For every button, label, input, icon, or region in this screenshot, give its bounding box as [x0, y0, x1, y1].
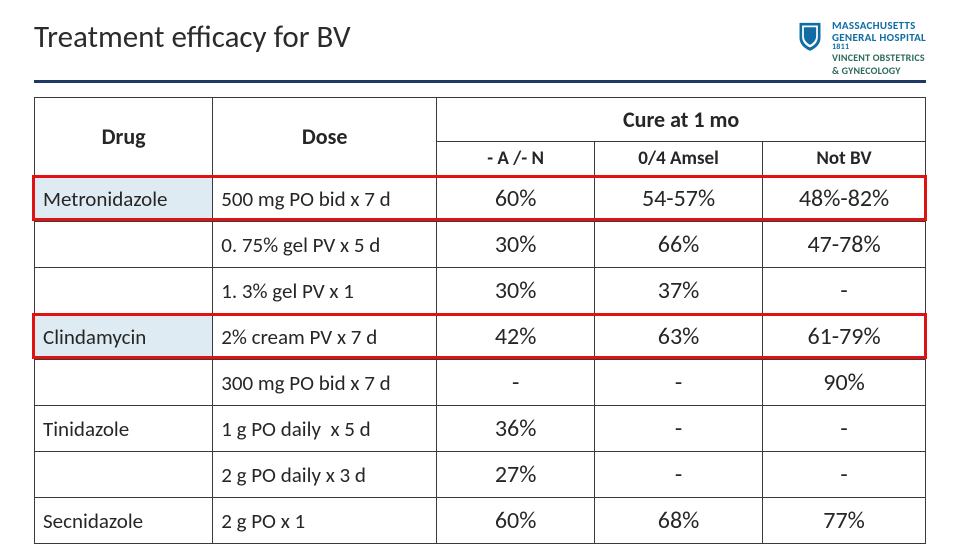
cell-dose: 2 g PO x 1 — [213, 498, 437, 544]
hospital-logo: MASSACHUSETTS GENERAL HOSPITAL 1811 VINC… — [796, 18, 926, 76]
table-row: Secnidazole2 g PO x 160%68%77% — [35, 498, 926, 544]
table-row: 300 mg PO bid x 7 d--90% — [35, 360, 926, 406]
cell-c: 90% — [763, 360, 926, 406]
cell-a: 60% — [437, 176, 595, 222]
cell-drug: Clindamycin — [35, 314, 213, 360]
shield-icon — [796, 20, 824, 52]
cell-b: 66% — [595, 222, 763, 268]
cell-dose: 1. 3% gel PV x 1 — [213, 268, 437, 314]
cell-dose: 2 g PO daily x 3 d — [213, 452, 437, 498]
cell-drug: Tinidazole — [35, 406, 213, 452]
cell-dose: 500 mg PO bid x 7 d — [213, 176, 437, 222]
efficacy-table: Drug Dose Cure at 1 mo - A /- N 0/4 Amse… — [34, 97, 926, 544]
th-cure: Cure at 1 mo — [437, 98, 926, 142]
cell-c: - — [763, 268, 926, 314]
cell-c: 48%-82% — [763, 176, 926, 222]
th-drug: Drug — [35, 98, 213, 176]
th-sub-c: Not BV — [763, 142, 926, 176]
table-row: 0. 75% gel PV x 5 d30%66%47-78% — [35, 222, 926, 268]
cell-c: 61-79% — [763, 314, 926, 360]
cell-a: 27% — [437, 452, 595, 498]
logo-dept2: & GYNECOLOGY — [832, 66, 926, 77]
table-row: Metronidazole500 mg PO bid x 7 d60%54-57… — [35, 176, 926, 222]
cell-dose: 0. 75% gel PV x 5 d — [213, 222, 437, 268]
header: Treatment efficacy for BV MASSACHUSETTS … — [34, 18, 926, 83]
logo-line1: MASSACHUSETTS — [832, 20, 926, 32]
cell-c: - — [763, 452, 926, 498]
cell-dose: 300 mg PO bid x 7 d — [213, 360, 437, 406]
cell-b: - — [595, 452, 763, 498]
logo-line3: 1811 — [832, 43, 926, 51]
cell-a: 30% — [437, 222, 595, 268]
cell-drug: Secnidazole — [35, 498, 213, 544]
cell-b: 63% — [595, 314, 763, 360]
logo-dept1: VINCENT OBSTETRICS — [832, 53, 926, 64]
cell-drug: Metronidazole — [35, 176, 213, 222]
page-title: Treatment efficacy for BV — [34, 18, 351, 56]
cell-c: 77% — [763, 498, 926, 544]
cell-a: 42% — [437, 314, 595, 360]
cell-drug — [35, 452, 213, 498]
table-row: Tinidazole1 g PO daily x 5 d36%-- — [35, 406, 926, 452]
cell-b: 54-57% — [595, 176, 763, 222]
cell-a: - — [437, 360, 595, 406]
logo-text: MASSACHUSETTS GENERAL HOSPITAL 1811 VINC… — [832, 20, 926, 76]
cell-dose: 1 g PO daily x 5 d — [213, 406, 437, 452]
table-row: 2 g PO daily x 3 d27%-- — [35, 452, 926, 498]
table-row: Clindamycin2% cream PV x 7 d42%63%61-79% — [35, 314, 926, 360]
cell-a: 30% — [437, 268, 595, 314]
cell-b: 37% — [595, 268, 763, 314]
cell-b: 68% — [595, 498, 763, 544]
cell-c: 47-78% — [763, 222, 926, 268]
cell-drug — [35, 360, 213, 406]
cell-a: 36% — [437, 406, 595, 452]
th-dose: Dose — [213, 98, 437, 176]
th-sub-a: - A /- N — [437, 142, 595, 176]
cell-c: - — [763, 406, 926, 452]
table-row: 1. 3% gel PV x 130%37%- — [35, 268, 926, 314]
cell-drug — [35, 268, 213, 314]
cell-b: - — [595, 406, 763, 452]
slide: Treatment efficacy for BV MASSACHUSETTS … — [0, 0, 960, 540]
cell-dose: 2% cream PV x 7 d — [213, 314, 437, 360]
cell-b: - — [595, 360, 763, 406]
cell-a: 60% — [437, 498, 595, 544]
th-sub-b: 0/4 Amsel — [595, 142, 763, 176]
cell-drug — [35, 222, 213, 268]
